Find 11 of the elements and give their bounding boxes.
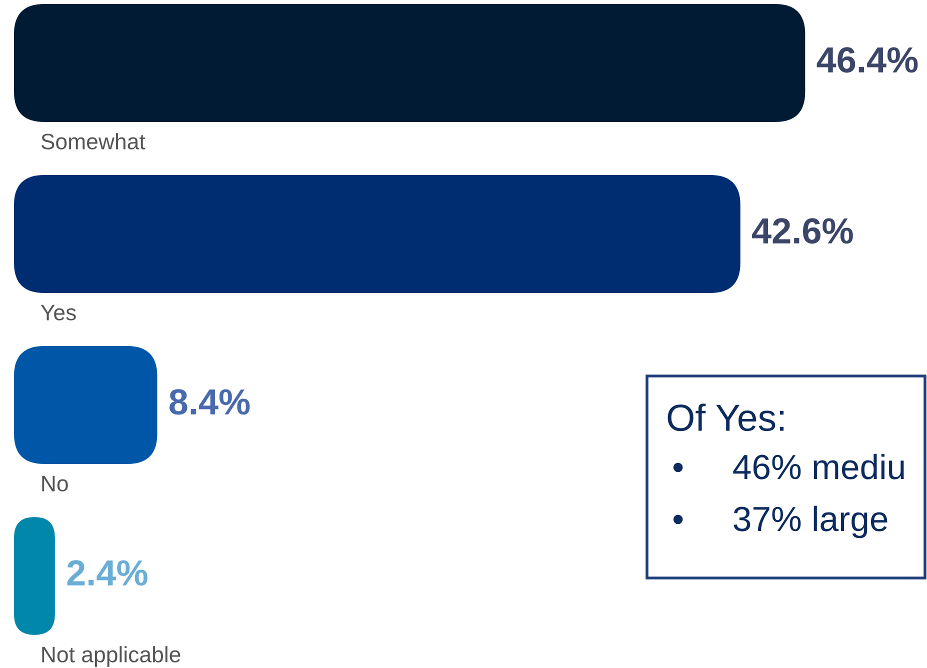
annotation: • 37% large xyxy=(673,506,888,538)
y-tick-label: Somewhat xyxy=(41,133,146,150)
annotation: Of Yes: xyxy=(668,404,784,432)
y-tick-label: Yes xyxy=(40,304,76,320)
y-tick-label: Not applicable xyxy=(42,646,180,667)
data-label: 46.4% xyxy=(816,47,918,73)
data-label: 8.4% xyxy=(169,389,250,415)
y-tick-label: No xyxy=(42,476,68,492)
data-label: 2.4% xyxy=(67,560,148,586)
annotation: • 46% mediu xyxy=(673,454,904,480)
data-label: 42.6% xyxy=(752,218,853,244)
